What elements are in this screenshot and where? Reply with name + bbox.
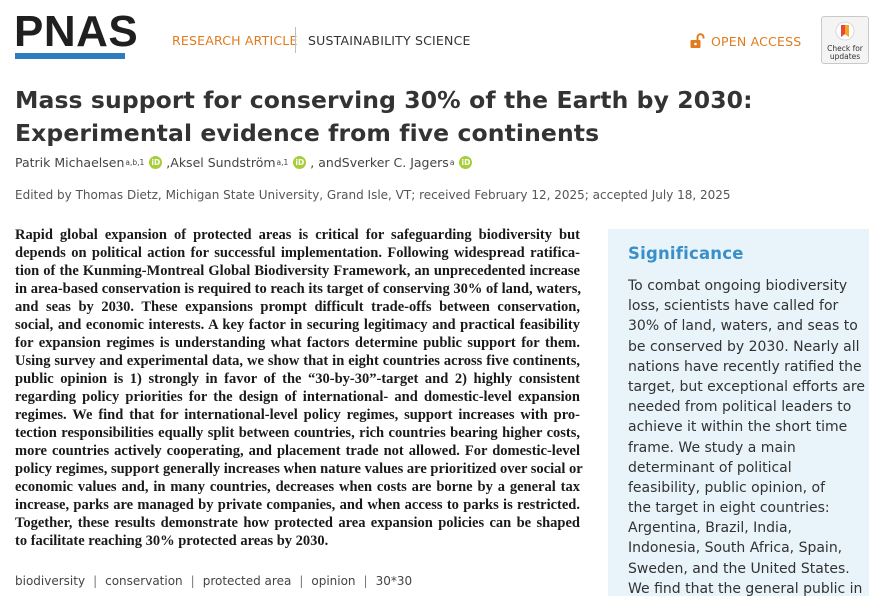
significance-line: Argentina, Brazil, India, — [628, 520, 792, 537]
significance-line: frame. We study a main — [628, 439, 796, 456]
author-name[interactable]: Sverker C. Jagers — [341, 155, 449, 170]
significance-line: the target in eight countries: — [628, 500, 830, 517]
abstract-line: more countries actively cooperating, and… — [15, 443, 580, 459]
significance-line: achieve it within the short time — [628, 419, 848, 436]
significance-line: Indonesia, South Africa, Spain, — [628, 540, 843, 557]
check-updates-line-1: Check for — [827, 44, 863, 53]
check-for-updates-button[interactable]: Check for updates — [821, 16, 869, 64]
abstract-line: to facilitate reaching 30% protected are… — [15, 533, 329, 549]
significance-line: Sweden, and the United States. — [628, 560, 850, 577]
article-type-label[interactable]: RESEARCH ARTICLE — [172, 33, 298, 48]
keyword-link[interactable]: 30*30 — [375, 574, 413, 588]
logo-text: PNAS — [14, 7, 139, 56]
significance-line: To combat ongoing biodiversity — [628, 278, 848, 294]
abstract-line: economic values and, in many countries, … — [15, 479, 580, 495]
pnas-logo[interactable]: PNAS — [14, 10, 138, 62]
logo-underline — [15, 53, 125, 59]
significance-line: nations have recently ratified the — [628, 358, 862, 375]
significance-line: loss, scientists have called for — [628, 298, 839, 315]
title-line: Mass support for conserving 30% of the E… — [15, 86, 753, 114]
significance-line: be conserved by 2030. Nearly all — [628, 338, 860, 355]
abstract-line: regimes. We find that for international-… — [15, 407, 580, 423]
abstract-line: tection responsibilities equally split b… — [15, 425, 580, 441]
keyword-list: biodiversity | conservation | protected area… — [15, 574, 412, 588]
bookmark-icon — [835, 21, 855, 41]
open-access-label: OPEN ACCESS — [711, 33, 802, 49]
keyword-link[interactable]: opinion — [311, 574, 356, 588]
abstract-line: Rapid global expansion of protected area… — [15, 227, 580, 243]
abstract-line: policy regimes, support generally increa… — [15, 461, 583, 477]
orcid-icon[interactable]: iD — [149, 156, 163, 169]
orcid-icon[interactable]: iD — [293, 156, 307, 169]
abstract-line: social, and economic interests. A key fa… — [15, 317, 580, 333]
editorial-info: Edited by Thomas Dietz, Michigan State U… — [15, 188, 731, 202]
keyword-link[interactable]: biodiversity — [15, 574, 86, 588]
keyword-link[interactable]: protected area — [202, 574, 292, 588]
section-label[interactable]: SUSTAINABILITY SCIENCE — [308, 33, 471, 48]
significance-line: determinant of political — [628, 459, 792, 476]
significance-box: Significance To combat ongoing biodivers… — [608, 229, 869, 596]
significance-text: To combat ongoing biodiversity loss, sci… — [628, 276, 865, 596]
significance-line: target, but exceptional efforts are — [628, 378, 865, 395]
abstract-line: in area-based conservation is required t… — [15, 281, 581, 297]
abstract-line: public opinion is 1) strongly in favor o… — [15, 371, 580, 387]
check-updates-line-2: updates — [829, 52, 861, 61]
significance-line: 30% of land, waters, and seas to — [628, 318, 858, 335]
keyword-separator: | — [93, 574, 98, 588]
significance-line: We find that the general public in — [628, 580, 863, 596]
author-separator: , and — [310, 155, 342, 170]
keyword-link[interactable]: conservation — [105, 574, 183, 588]
significance-line: needed from political leaders to — [628, 399, 852, 416]
keyword-separator: | — [190, 574, 195, 588]
author-separator: , — [166, 155, 171, 170]
significance-heading: Significance — [628, 244, 744, 263]
abstract-line: depends on political action for successf… — [15, 245, 580, 261]
keyword-separator: | — [299, 574, 304, 588]
author-affiliation[interactable]: a,b,1 — [125, 158, 145, 167]
author-name[interactable]: Aksel Sundström — [170, 155, 276, 170]
significance-line: feasibility, public opinion, of — [628, 479, 826, 496]
abstract-line: regarding policy priorities for the desi… — [15, 389, 580, 405]
header-divider — [295, 27, 296, 53]
open-access-badge[interactable]: OPEN ACCESS — [689, 33, 801, 49]
abstract-line: increase, parks are managed by private c… — [15, 497, 580, 513]
orcid-icon[interactable]: iD — [459, 156, 473, 169]
abstract-line: tion of the Kunming-Montreal Global Biod… — [15, 263, 580, 279]
author-name[interactable]: Patrik Michaelsen — [15, 155, 125, 170]
abstract-line: and seas by 2030. These expansions promp… — [15, 299, 580, 315]
abstract-line: Together, these results demonstrate how … — [15, 515, 580, 531]
author-affiliation[interactable]: a — [449, 158, 455, 167]
author-affiliation[interactable]: a,1 — [276, 158, 289, 167]
author-list: Patrik Michaelsen a,b,1 iD, Aksel Sundströ… — [15, 155, 476, 170]
abstract-line: for expansion regimes is understanding w… — [15, 335, 580, 351]
keyword-separator: | — [363, 574, 368, 588]
article-title: Mass support for conserving 30% of the E… — [15, 84, 775, 150]
open-lock-icon — [690, 33, 705, 48]
title-line: Experimental evidence from five continen… — [15, 119, 600, 147]
abstract: Rapid global expansion of protected area… — [15, 226, 583, 550]
abstract-line: Using survey and experimental data, we s… — [15, 353, 580, 369]
